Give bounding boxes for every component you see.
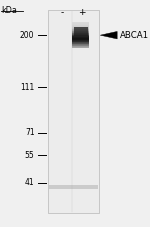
Bar [72,39,89,40]
Bar [50,185,98,189]
Bar [72,40,89,41]
Text: ABCA1: ABCA1 [120,31,149,40]
Bar [72,46,89,47]
Text: +: + [78,8,85,17]
Bar [72,27,89,28]
Bar [72,36,89,37]
Bar [72,26,89,27]
Bar [72,28,89,29]
Bar [72,33,89,34]
Text: 111: 111 [20,83,34,92]
Bar [74,27,88,36]
Text: 41: 41 [25,178,34,187]
Bar [72,34,89,35]
Bar [72,22,89,23]
Bar [72,32,89,33]
Bar [72,25,89,26]
Bar [48,10,99,213]
Polygon shape [100,31,117,39]
Bar [72,47,89,48]
Bar [72,41,89,42]
Text: 55: 55 [25,151,34,160]
Text: 71: 71 [25,128,34,137]
Bar [72,24,89,25]
Bar [72,29,89,30]
Bar [72,42,89,43]
Text: 200: 200 [20,31,34,40]
Text: kDa: kDa [1,6,17,15]
Bar [72,23,89,24]
Text: -: - [61,8,64,17]
Bar [72,35,89,36]
Bar [72,37,89,38]
Bar [72,31,89,32]
Bar [72,45,89,46]
Bar [72,43,89,44]
Bar [72,30,89,31]
Bar [72,38,89,39]
Bar [72,44,89,45]
